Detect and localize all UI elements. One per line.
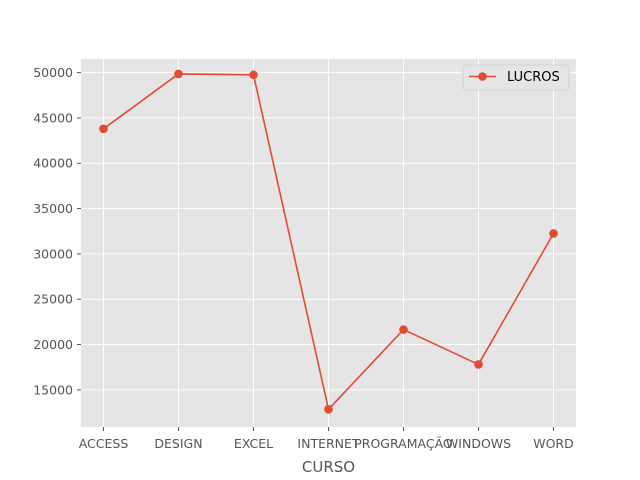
data-point (474, 360, 483, 369)
x-axis-title: CURSO (302, 458, 355, 476)
series-layer (99, 69, 558, 414)
data-point (174, 69, 183, 79)
y-tick-label: 45000 (33, 110, 73, 125)
data-point (99, 124, 108, 134)
y-tick-label: 25000 (33, 292, 73, 307)
y-tick-label: 20000 (33, 337, 73, 352)
x-tick-label: DESIGN (154, 436, 202, 451)
y-tick-label: 15000 (33, 382, 73, 397)
legend-marker-swatch (478, 72, 487, 81)
data-point (399, 325, 408, 334)
y-tick-label: 30000 (33, 246, 73, 261)
data-point (549, 229, 558, 238)
y-tick-label: 40000 (33, 156, 73, 171)
legend-label: LUCROS (507, 70, 560, 85)
y-tick-label: 35000 (33, 201, 73, 216)
x-tick-label: ACCESS (79, 436, 129, 451)
y-axis-ticks: 15000 20000 25000 30000 35000 40000 45000 50000 (33, 65, 81, 397)
x-tick-label: WORD (533, 436, 574, 451)
x-tick-label: PROGRAMAÇÃO (354, 436, 453, 451)
data-point (249, 70, 258, 80)
data-point (324, 405, 333, 414)
x-tick-label: WINDOWS (446, 436, 511, 451)
legend-box (462, 64, 570, 91)
grid (81, 59, 576, 427)
y-tick-label: 50000 (33, 65, 73, 80)
x-axis-ticks: ACCESS DESIGN EXCEL INTERNETPROGRAMAÇÃOWIND… (79, 427, 574, 451)
x-tick-label: INTERNET (297, 436, 360, 451)
x-tick-label: EXCEL (234, 436, 273, 451)
legend: LUCROS (462, 64, 570, 91)
